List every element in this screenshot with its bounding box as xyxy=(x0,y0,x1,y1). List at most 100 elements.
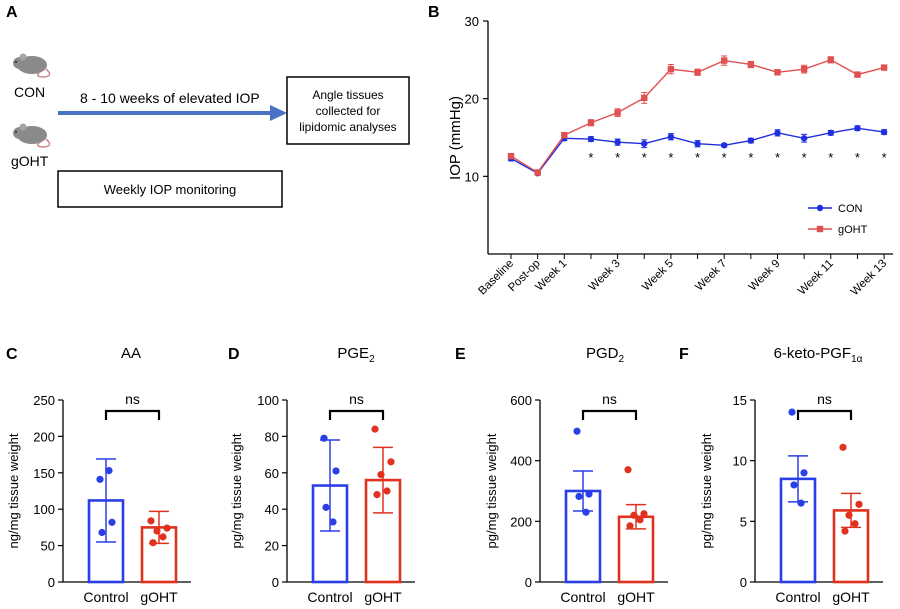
data-point-goht xyxy=(149,539,157,547)
data-point-goht xyxy=(845,511,853,519)
x-tick-label-b: Week 11 xyxy=(796,258,836,298)
panel-letter-f: F xyxy=(679,346,689,363)
chart-title-6-keto-pgf: 6-keto-PGF1α xyxy=(774,345,863,365)
data-point-goht xyxy=(507,152,515,160)
y-tick-label: 200 xyxy=(510,514,532,529)
data-point-control xyxy=(105,467,113,475)
data-point-con xyxy=(667,133,675,140)
data-point-control xyxy=(573,427,581,435)
y-axis-label: pg/mg tissue weight xyxy=(484,433,499,548)
data-point-control xyxy=(575,492,583,501)
data-point-goht xyxy=(640,510,648,518)
y-tick-label-b: 30 xyxy=(465,14,479,29)
data-point-con xyxy=(614,138,621,146)
mouse-icon xyxy=(13,123,51,148)
data-point-goht xyxy=(159,533,167,541)
panel-letter-c: C xyxy=(6,346,18,363)
data-point-goht xyxy=(371,425,379,433)
data-point-goht xyxy=(630,511,638,519)
legend-marker-goht xyxy=(816,225,824,233)
data-point-goht xyxy=(626,522,634,530)
significance-bracket xyxy=(796,409,853,420)
x-tick-label-b: Week 9 xyxy=(747,258,783,294)
data-point-goht xyxy=(624,466,632,474)
y-tick-label: 0 xyxy=(48,575,55,590)
significance-star-b: * xyxy=(722,150,727,165)
data-point-con xyxy=(587,135,595,143)
duration-label: 8 - 10 weeks of elevated IOP xyxy=(80,90,260,106)
data-point-goht xyxy=(561,131,568,139)
panel-c-bar-chart: AA 0 50 100 150 200 250 ng/mg tissue weight Cont… xyxy=(6,345,191,605)
x-tick-label-b: Week 7 xyxy=(693,258,729,294)
y-tick-label: 15 xyxy=(733,393,747,408)
significance-bracket xyxy=(328,409,385,420)
y-tick-label: 150 xyxy=(33,466,55,481)
significance-star-b: * xyxy=(775,150,780,165)
x-tick-label: Control xyxy=(307,589,352,605)
x-tick-label-b: Week 5 xyxy=(640,258,676,294)
data-point-control xyxy=(790,481,798,489)
data-point-control xyxy=(800,469,808,477)
data-point-con xyxy=(880,128,888,136)
data-point-con xyxy=(641,140,648,147)
panel-letter-a: A xyxy=(6,4,18,21)
y-tick-label: 0 xyxy=(272,575,279,590)
panel-letter-d: D xyxy=(228,346,240,363)
legend-label-con: CON xyxy=(838,203,863,215)
x-tick-label: gOHT xyxy=(140,589,178,605)
chart-title-subscript: 2 xyxy=(369,354,375,365)
y-tick-label: 250 xyxy=(33,393,55,408)
outcome-line-1: Angle tissues xyxy=(312,88,383,102)
data-point-con xyxy=(800,135,808,142)
significance-star-b: * xyxy=(642,150,647,165)
outcome-box xyxy=(286,76,410,145)
x-tick-label: gOHT xyxy=(364,589,402,605)
y-tick-label: 50 xyxy=(41,539,55,554)
data-point-control xyxy=(332,467,340,475)
y-tick-label: 0 xyxy=(525,575,532,590)
data-point-control xyxy=(797,499,805,507)
chart-title-pgd: PGD2 xyxy=(586,345,625,365)
data-point-control xyxy=(322,503,330,511)
y-tick-label: 400 xyxy=(510,454,532,469)
data-point-control xyxy=(788,408,796,416)
data-point-control xyxy=(585,490,593,498)
legend-marker-con xyxy=(816,204,824,212)
data-point-con xyxy=(854,124,861,132)
data-point-con xyxy=(747,137,755,144)
legend-label-goht: gOHT xyxy=(838,224,868,236)
data-point-goht xyxy=(855,500,863,508)
significance-star-b: * xyxy=(828,150,833,165)
data-point-goht xyxy=(841,527,849,535)
data-point-goht xyxy=(800,65,808,73)
significance-star-b: * xyxy=(615,150,620,165)
x-tick-label: Control xyxy=(83,589,128,605)
data-point-goht xyxy=(587,119,595,126)
mouse-icon xyxy=(13,53,51,78)
data-point-goht xyxy=(880,64,888,71)
data-point-goht xyxy=(147,517,155,525)
x-tick-label-b: Week 13 xyxy=(849,258,889,298)
data-point-goht xyxy=(854,71,861,78)
data-point-goht xyxy=(377,471,385,479)
y-tick-label: 10 xyxy=(733,454,747,469)
y-tick-label: 0 xyxy=(740,575,747,590)
data-point-control xyxy=(329,518,337,526)
data-point-goht xyxy=(721,57,728,64)
chart-title-subscript: 1α xyxy=(851,354,863,365)
data-point-goht xyxy=(694,69,701,76)
data-point-goht xyxy=(774,69,781,76)
data-point-goht xyxy=(387,458,395,466)
x-tick-label-b: Week 3 xyxy=(587,258,623,294)
y-tick-label-b: 20 xyxy=(465,92,479,107)
y-tick-label: 600 xyxy=(510,393,532,408)
significance-star-b: * xyxy=(882,150,887,165)
significance-star-b: * xyxy=(588,150,593,165)
group-label-goht: gOHT xyxy=(11,153,49,169)
x-tick-label-b: Baseline xyxy=(476,258,516,298)
data-point-goht xyxy=(636,516,644,524)
data-point-control xyxy=(320,434,328,442)
data-point-goht xyxy=(851,520,859,528)
x-tick-label: gOHT xyxy=(832,589,870,605)
y-axis-label-b: IOP (mmHg) xyxy=(447,96,464,180)
